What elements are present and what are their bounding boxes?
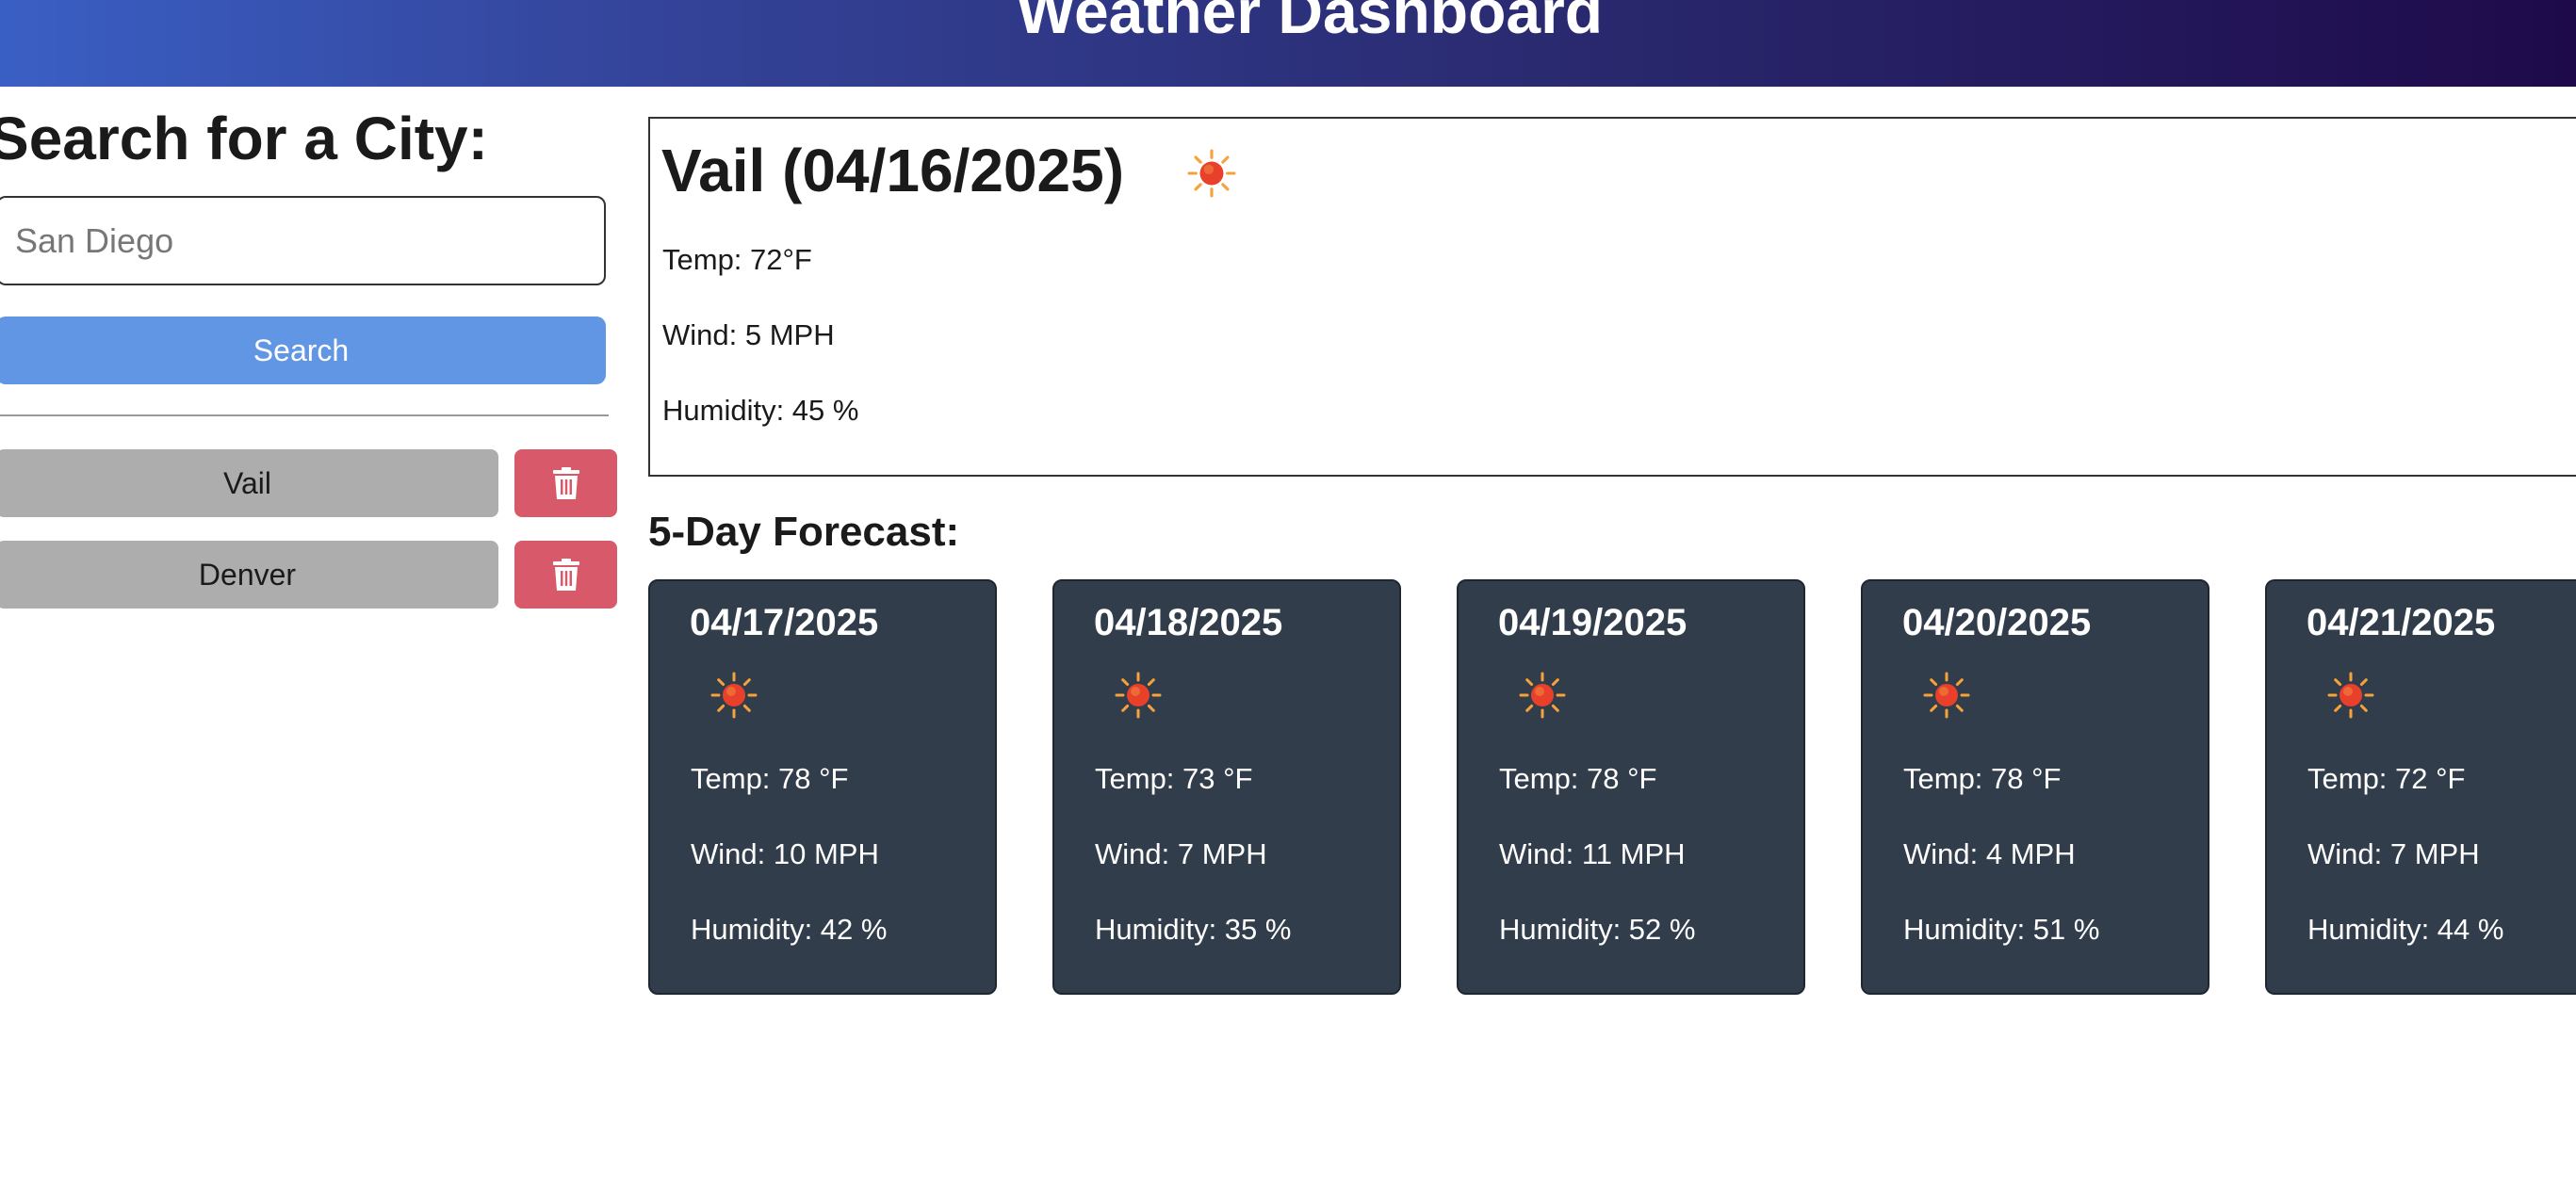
city-search-input[interactable] bbox=[0, 196, 606, 285]
forecast-humidity: Humidity: 51 % bbox=[1903, 913, 2100, 946]
forecast-wind: Wind: 11 MPH bbox=[1499, 837, 1686, 870]
forecast-card: 04/21/2025 Temp: 72 °F Wind: 7 MPH Humid… bbox=[2265, 579, 2576, 995]
forecast-date: 04/21/2025 bbox=[2307, 602, 2496, 643]
forecast-date: 04/17/2025 bbox=[690, 602, 879, 643]
forecast-date: 04/20/2025 bbox=[1902, 602, 2092, 643]
sun-icon bbox=[1187, 149, 1236, 198]
trash-icon bbox=[552, 559, 579, 591]
sun-icon bbox=[1519, 672, 1566, 719]
forecast-heading: 5-Day Forecast: bbox=[648, 509, 960, 555]
current-temp: Temp: 72°F bbox=[662, 243, 812, 276]
page-title: Weather Dashboard bbox=[1016, 0, 1604, 46]
forecast-date: 04/18/2025 bbox=[1094, 602, 1283, 643]
forecast-temp: Temp: 78 °F bbox=[1499, 762, 1657, 795]
sidebar-divider bbox=[0, 414, 609, 416]
forecast-temp: Temp: 78 °F bbox=[1903, 762, 2062, 795]
forecast-humidity: Humidity: 52 % bbox=[1499, 913, 1696, 946]
forecast-date: 04/19/2025 bbox=[1498, 602, 1687, 643]
sidebar-title: Search for a City: bbox=[0, 105, 488, 172]
forecast-wind: Wind: 7 MPH bbox=[2307, 837, 2480, 870]
forecast-temp: Temp: 73 °F bbox=[1095, 762, 1253, 795]
forecast-card: 04/18/2025 Temp: 73 °F Wind: 7 MPH Humid… bbox=[1052, 579, 1401, 995]
header-bar: Weather Dashboard bbox=[0, 0, 2576, 87]
forecast-temp: Temp: 78 °F bbox=[691, 762, 849, 795]
current-wind: Wind: 5 MPH bbox=[662, 318, 835, 351]
forecast-humidity: Humidity: 44 % bbox=[2307, 913, 2504, 946]
current-weather-card: Vail (04/16/2025) Temp: 72°F Wind: 5 MPH… bbox=[648, 117, 2576, 477]
history-city-denver[interactable]: Denver bbox=[0, 541, 498, 609]
sun-icon bbox=[710, 672, 758, 719]
forecast-humidity: Humidity: 42 % bbox=[691, 913, 888, 946]
delete-denver-button[interactable] bbox=[514, 541, 617, 609]
current-humidity: Humidity: 45 % bbox=[662, 394, 859, 427]
forecast-card: 04/17/2025 Temp: 78 °F Wind: 10 MPH Humi… bbox=[648, 579, 997, 995]
current-city-title: Vail (04/16/2025) bbox=[661, 137, 1125, 204]
sun-icon bbox=[2327, 672, 2374, 719]
forecast-wind: Wind: 10 MPH bbox=[691, 837, 879, 870]
forecast-temp: Temp: 72 °F bbox=[2307, 762, 2466, 795]
trash-icon bbox=[552, 467, 579, 499]
forecast-card: 04/19/2025 Temp: 78 °F Wind: 11 MPH Humi… bbox=[1457, 579, 1805, 995]
sun-icon bbox=[1923, 672, 1970, 719]
delete-vail-button[interactable] bbox=[514, 449, 617, 517]
forecast-humidity: Humidity: 35 % bbox=[1095, 913, 1292, 946]
search-button[interactable]: Search bbox=[0, 317, 606, 384]
sun-icon bbox=[1115, 672, 1162, 719]
history-city-vail[interactable]: Vail bbox=[0, 449, 498, 517]
forecast-wind: Wind: 7 MPH bbox=[1095, 837, 1267, 870]
forecast-card: 04/20/2025 Temp: 78 °F Wind: 4 MPH Humid… bbox=[1861, 579, 2209, 995]
forecast-wind: Wind: 4 MPH bbox=[1903, 837, 2076, 870]
